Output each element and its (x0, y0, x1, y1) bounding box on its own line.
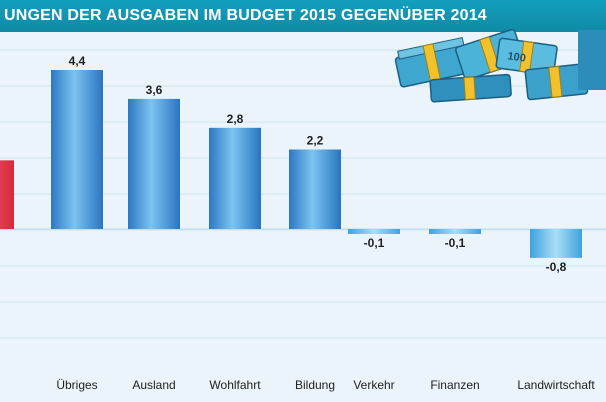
bar-6 (429, 229, 481, 234)
x-tick-label-6: Finanzen (430, 378, 479, 392)
x-tick-label-1: Übriges (56, 378, 97, 392)
data-label-6: -0,1 (445, 236, 466, 250)
bar-4 (289, 149, 341, 229)
x-tick-label-4: Bildung (295, 378, 335, 392)
bar-7 (530, 229, 582, 258)
banknote-label: 100 (507, 50, 527, 64)
bar-1 (51, 70, 103, 229)
data-label-1: 4,4 (69, 54, 86, 68)
bar-2 (128, 98, 180, 229)
data-label-7: -0,8 (546, 260, 567, 274)
title-bar: UNGEN DER AUSGABEN IM BUDGET 2015 GEGENÜ… (0, 0, 606, 32)
x-tick-label-3: Wohlfahrt (209, 378, 261, 392)
data-label-3: 2,8 (227, 112, 244, 126)
bar-0 (0, 160, 14, 229)
x-tick-label-2: Ausland (132, 378, 175, 392)
chart-title: UNGEN DER AUSGABEN IM BUDGET 2015 GEGENÜ… (4, 7, 487, 24)
data-label-4: 2,2 (307, 134, 324, 148)
data-label-2: 3,6 (146, 83, 163, 97)
data-label-5: -0,1 (364, 236, 385, 250)
money-stack-icon: 100 (394, 28, 606, 103)
bar-5 (348, 229, 400, 234)
x-tick-label-7: Landwirtschaft (517, 378, 595, 392)
bar-3 (209, 127, 261, 229)
x-tick-label-5: Verkehr (353, 378, 394, 392)
